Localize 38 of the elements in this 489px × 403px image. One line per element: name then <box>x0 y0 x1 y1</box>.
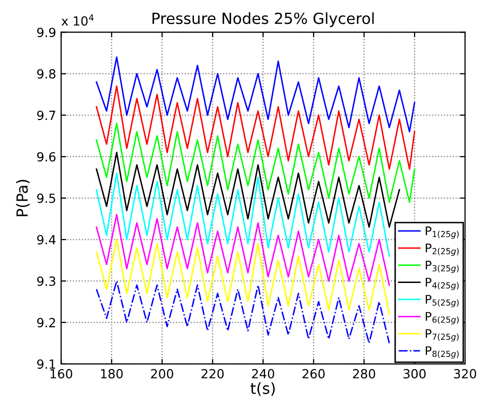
legend-label: P$_{8(25g)}$ <box>426 346 459 359</box>
x-tick-label: 200 <box>151 368 174 378</box>
y-axis-title: P(Pa) <box>16 180 30 216</box>
line-series <box>96 56 416 132</box>
x-tick-label: 160 <box>50 368 72 378</box>
line-series <box>96 85 416 170</box>
x-axis-title: t(s) <box>250 382 275 396</box>
chart-title: Pressure Nodes 25% Glycerol <box>152 12 374 28</box>
text: x 10$^{4}$ <box>61 14 94 26</box>
line-series <box>96 172 390 257</box>
x-tick-label: 240 <box>252 368 274 378</box>
line-series <box>96 152 400 228</box>
line-series <box>96 122 416 203</box>
x-tick-label: 320 <box>454 368 476 378</box>
x-tick-label: 300 <box>404 368 426 378</box>
x-tick-label: 220 <box>202 368 224 378</box>
legend-label: P$_{1(25g)}$ <box>426 226 459 239</box>
legend-label: P$_{2(25g)}$ <box>426 244 459 256</box>
y-tick-label: 9.7 <box>37 110 56 120</box>
x-tick-label: 280 <box>353 368 376 378</box>
x-tick-label: 260 <box>302 368 325 378</box>
y-tick-label: 9.4 <box>37 235 56 244</box>
y-tick-label: 9.8 <box>37 69 56 79</box>
y-tick-label: 9.6 <box>37 152 56 162</box>
y-tick-label: 9.2 <box>37 318 56 328</box>
line-series <box>96 214 390 286</box>
y-tick-label: 9.3 <box>37 276 56 286</box>
legend-label: P$_{3(25g)}$ <box>426 260 459 273</box>
y-tick-label: 9.9 <box>37 28 56 38</box>
line-series <box>96 280 390 344</box>
y-tick-label: 9.1 <box>37 359 56 369</box>
legend-label: P$_{5(25g)}$ <box>426 294 459 308</box>
line-series <box>96 238 390 315</box>
legend-label: P$_{4(25g)}$ <box>426 278 459 290</box>
legend-label: P$_{7(25g)}$ <box>426 329 459 342</box>
y-tick-label: 9.5 <box>37 194 56 203</box>
legend-label: P$_{6(25g)}$ <box>426 312 459 324</box>
x-tick-label: 180 <box>101 368 123 378</box>
